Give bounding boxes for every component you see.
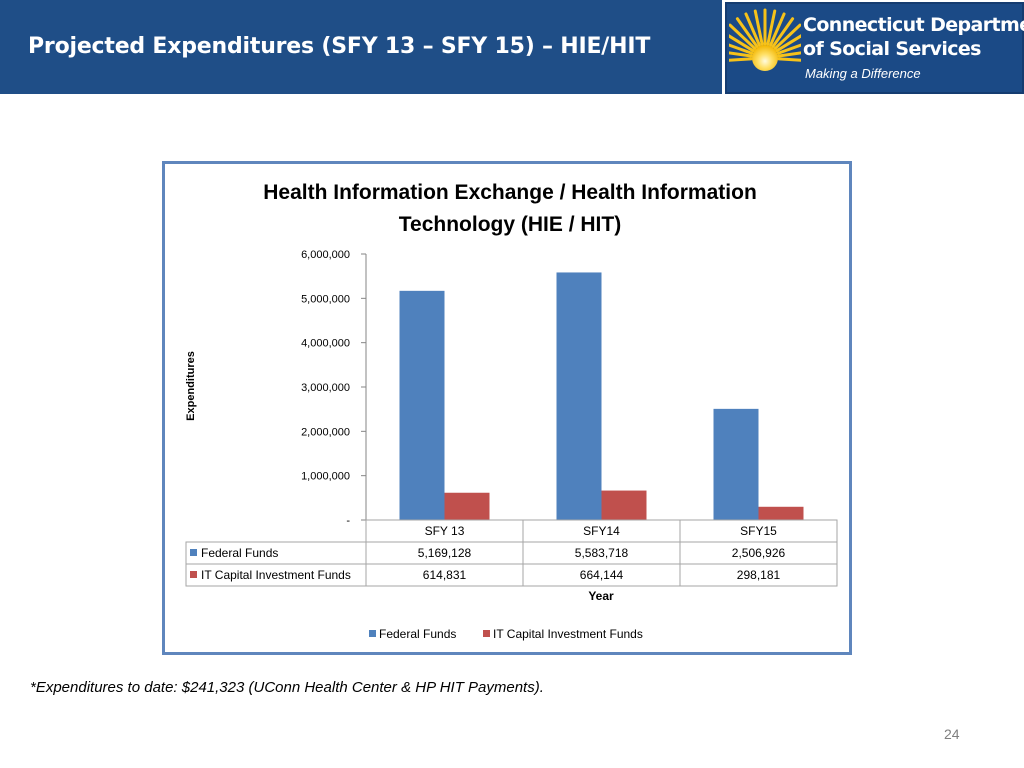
y-tick-label: 3,000,000 <box>301 382 350 394</box>
sun-ray <box>729 23 757 50</box>
x-axis-label: Year <box>588 589 614 603</box>
sun-ray <box>777 57 801 62</box>
table-series-name: Federal Funds <box>201 546 278 560</box>
bar-it-capital <box>758 506 804 520</box>
sun-ray <box>773 23 801 50</box>
footnote: *Expenditures to date: $241,323 (UConn H… <box>30 679 544 696</box>
y-tick-label: 1,000,000 <box>301 471 350 483</box>
sun-ray <box>775 34 801 53</box>
table-series-name: IT Capital Investment Funds <box>201 568 351 582</box>
legend-key <box>369 630 376 637</box>
y-tick-label: 4,000,000 <box>301 338 350 350</box>
y-tick-label: 6,000,000 <box>301 249 350 261</box>
logo-tagline: Making a Difference <box>805 66 921 81</box>
data-label: 298,181 <box>737 568 781 582</box>
sun-ray <box>769 12 786 47</box>
data-label: 5,169,128 <box>418 546 472 560</box>
logo-text-line1: Connecticut Department <box>803 14 1024 36</box>
data-label: 664,144 <box>580 568 624 582</box>
sun-ray <box>729 51 753 58</box>
x-category-label: SFY14 <box>583 524 620 538</box>
bar-federal <box>399 290 445 520</box>
bar-federal <box>713 408 759 520</box>
y-tick-label: 2,000,000 <box>301 426 350 438</box>
header-bar: Projected Expenditures (SFY 13 – SFY 15)… <box>0 0 722 94</box>
y-axis-label: Expenditures <box>185 351 197 421</box>
sun-ray <box>729 43 754 55</box>
y-tick-label: - <box>346 515 350 527</box>
table-legend-key <box>190 571 197 578</box>
slide-title: Projected Expenditures (SFY 13 – SFY 15)… <box>28 34 651 59</box>
x-category-label: SFY15 <box>740 524 777 538</box>
bar-it-capital <box>601 490 647 520</box>
sun-ray <box>729 34 755 53</box>
table-legend-key <box>190 549 197 556</box>
data-label: 5,583,718 <box>575 546 629 560</box>
chart-title-line: Technology (HIE / HIT) <box>399 213 621 236</box>
sun-ray <box>729 57 753 62</box>
dss-logo: Connecticut Department of Social Service… <box>725 2 1024 94</box>
y-tick-label: 5,000,000 <box>301 293 350 305</box>
x-category-label: SFY 13 <box>425 524 465 538</box>
sun-ray <box>777 51 801 58</box>
sun-ray <box>744 12 761 47</box>
data-label: 614,831 <box>423 568 467 582</box>
logo-text-line2: of Social Services <box>803 38 982 60</box>
sun-ray <box>753 9 764 46</box>
bar-federal <box>556 272 602 520</box>
legend-label: IT Capital Investment Funds <box>493 627 643 641</box>
sun-ray <box>735 17 759 49</box>
chart-container: Health Information Exchange / Health Inf… <box>162 161 852 655</box>
legend-label: Federal Funds <box>379 627 456 641</box>
page-number: 24 <box>944 726 960 742</box>
bar-chart: Health Information Exchange / Health Inf… <box>185 181 838 641</box>
bar-it-capital <box>444 492 490 520</box>
sun-ray <box>766 9 777 46</box>
table-row <box>185 563 838 587</box>
data-label: 2,506,926 <box>732 546 786 560</box>
sunburst-icon <box>729 8 801 71</box>
sun-ray <box>776 43 801 55</box>
sun-ray <box>771 17 795 49</box>
chart-title-line: Health Information Exchange / Health Inf… <box>263 181 757 204</box>
legend-key <box>483 630 490 637</box>
